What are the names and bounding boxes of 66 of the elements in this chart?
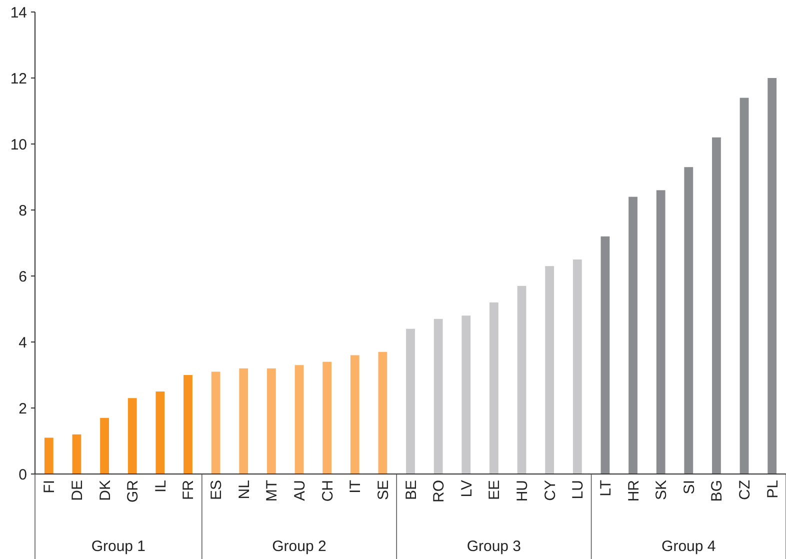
bar xyxy=(350,355,360,474)
bar xyxy=(184,375,192,474)
bar xyxy=(72,434,82,474)
text: Group 4 xyxy=(662,538,716,555)
x-tick-label: HU xyxy=(514,480,532,502)
bar xyxy=(545,266,554,474)
x-tick-label: CY xyxy=(542,480,559,501)
bar xyxy=(489,302,498,474)
y-tick-label: 10 xyxy=(10,136,27,154)
x-tick-label: FI xyxy=(41,480,58,494)
y-tick-label: 2 xyxy=(18,400,27,418)
x-tick-label: GR xyxy=(124,480,142,502)
x-tick-label: LV xyxy=(458,480,476,498)
x-tick-label: SI xyxy=(680,480,698,494)
bar xyxy=(656,190,666,474)
bar xyxy=(740,98,749,474)
bar xyxy=(600,236,610,474)
x-tick-label: IT xyxy=(347,480,364,494)
x-tick-label: BG xyxy=(708,480,726,502)
x-tick-label: DE xyxy=(68,480,86,501)
x-tick-label: CZ xyxy=(736,480,754,500)
x-tick-label: BE xyxy=(402,480,420,500)
bar xyxy=(266,368,276,474)
y-tick-label: 0 xyxy=(18,466,27,484)
bar xyxy=(572,260,582,474)
x-tick-label: SE xyxy=(374,480,392,500)
x-tick-label: LU xyxy=(570,480,587,500)
bar xyxy=(517,286,526,474)
x-tick-label: HR xyxy=(625,480,642,502)
bar xyxy=(712,137,721,474)
bar xyxy=(406,328,415,474)
y-tick-label: 12 xyxy=(10,70,27,88)
bar xyxy=(462,316,471,474)
y-tick-label: 4 xyxy=(18,334,27,352)
text: Group 3 xyxy=(466,538,522,555)
x-tick-label: SK xyxy=(653,480,670,500)
bar xyxy=(100,418,109,474)
x-tick-label: NL xyxy=(236,480,253,500)
text: Group 2 xyxy=(272,538,326,555)
bar xyxy=(378,352,388,474)
bar xyxy=(128,398,137,474)
bar xyxy=(239,368,248,474)
bar xyxy=(768,78,777,474)
bar xyxy=(434,318,443,474)
bar xyxy=(684,167,694,474)
x-tick-label: RO xyxy=(430,480,448,502)
x-tick-label: LT xyxy=(597,480,614,496)
y-tick-label: 14 xyxy=(10,4,27,22)
x-tick-label: ES xyxy=(208,480,226,500)
bar xyxy=(156,392,165,474)
x-tick-label: EE xyxy=(486,480,504,500)
x-tick-label: AU xyxy=(291,480,308,501)
x-tick-label: DK xyxy=(96,480,114,501)
bar xyxy=(44,438,54,474)
text: Group 1 xyxy=(91,538,146,555)
bar xyxy=(211,372,220,474)
bar xyxy=(628,196,638,474)
y-tick-label: 6 xyxy=(18,268,27,286)
x-tick-label: MT xyxy=(264,480,281,502)
x-tick-label: FR xyxy=(180,480,198,500)
x-tick-label: PL xyxy=(764,480,782,498)
x-tick-label: CH xyxy=(319,480,336,502)
y-tick-label: 8 xyxy=(18,202,27,220)
bar xyxy=(294,365,304,474)
bar xyxy=(322,362,332,474)
x-tick-label: IL xyxy=(152,480,170,493)
